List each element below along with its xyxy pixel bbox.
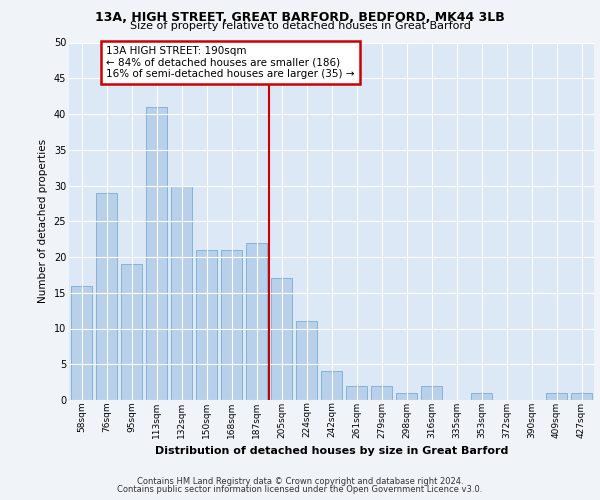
Bar <box>146 107 167 400</box>
Bar <box>546 393 567 400</box>
Text: Size of property relative to detached houses in Great Barford: Size of property relative to detached ho… <box>130 21 470 31</box>
Text: Contains public sector information licensed under the Open Government Licence v3: Contains public sector information licen… <box>118 485 482 494</box>
Bar <box>221 250 242 400</box>
Bar <box>296 322 317 400</box>
Bar <box>471 393 492 400</box>
X-axis label: Distribution of detached houses by size in Great Barford: Distribution of detached houses by size … <box>155 446 508 456</box>
Bar <box>96 192 117 400</box>
Bar <box>71 286 92 400</box>
Bar <box>246 242 267 400</box>
Bar <box>321 372 342 400</box>
Bar <box>346 386 367 400</box>
Text: 13A, HIGH STREET, GREAT BARFORD, BEDFORD, MK44 3LB: 13A, HIGH STREET, GREAT BARFORD, BEDFORD… <box>95 11 505 24</box>
Bar <box>271 278 292 400</box>
Bar <box>396 393 417 400</box>
Bar <box>421 386 442 400</box>
Bar <box>371 386 392 400</box>
Text: 13A HIGH STREET: 190sqm
← 84% of detached houses are smaller (186)
16% of semi-d: 13A HIGH STREET: 190sqm ← 84% of detache… <box>107 46 355 80</box>
Y-axis label: Number of detached properties: Number of detached properties <box>38 139 48 304</box>
Bar <box>171 186 192 400</box>
Bar <box>571 393 592 400</box>
Bar <box>121 264 142 400</box>
Bar <box>196 250 217 400</box>
Text: Contains HM Land Registry data © Crown copyright and database right 2024.: Contains HM Land Registry data © Crown c… <box>137 477 463 486</box>
